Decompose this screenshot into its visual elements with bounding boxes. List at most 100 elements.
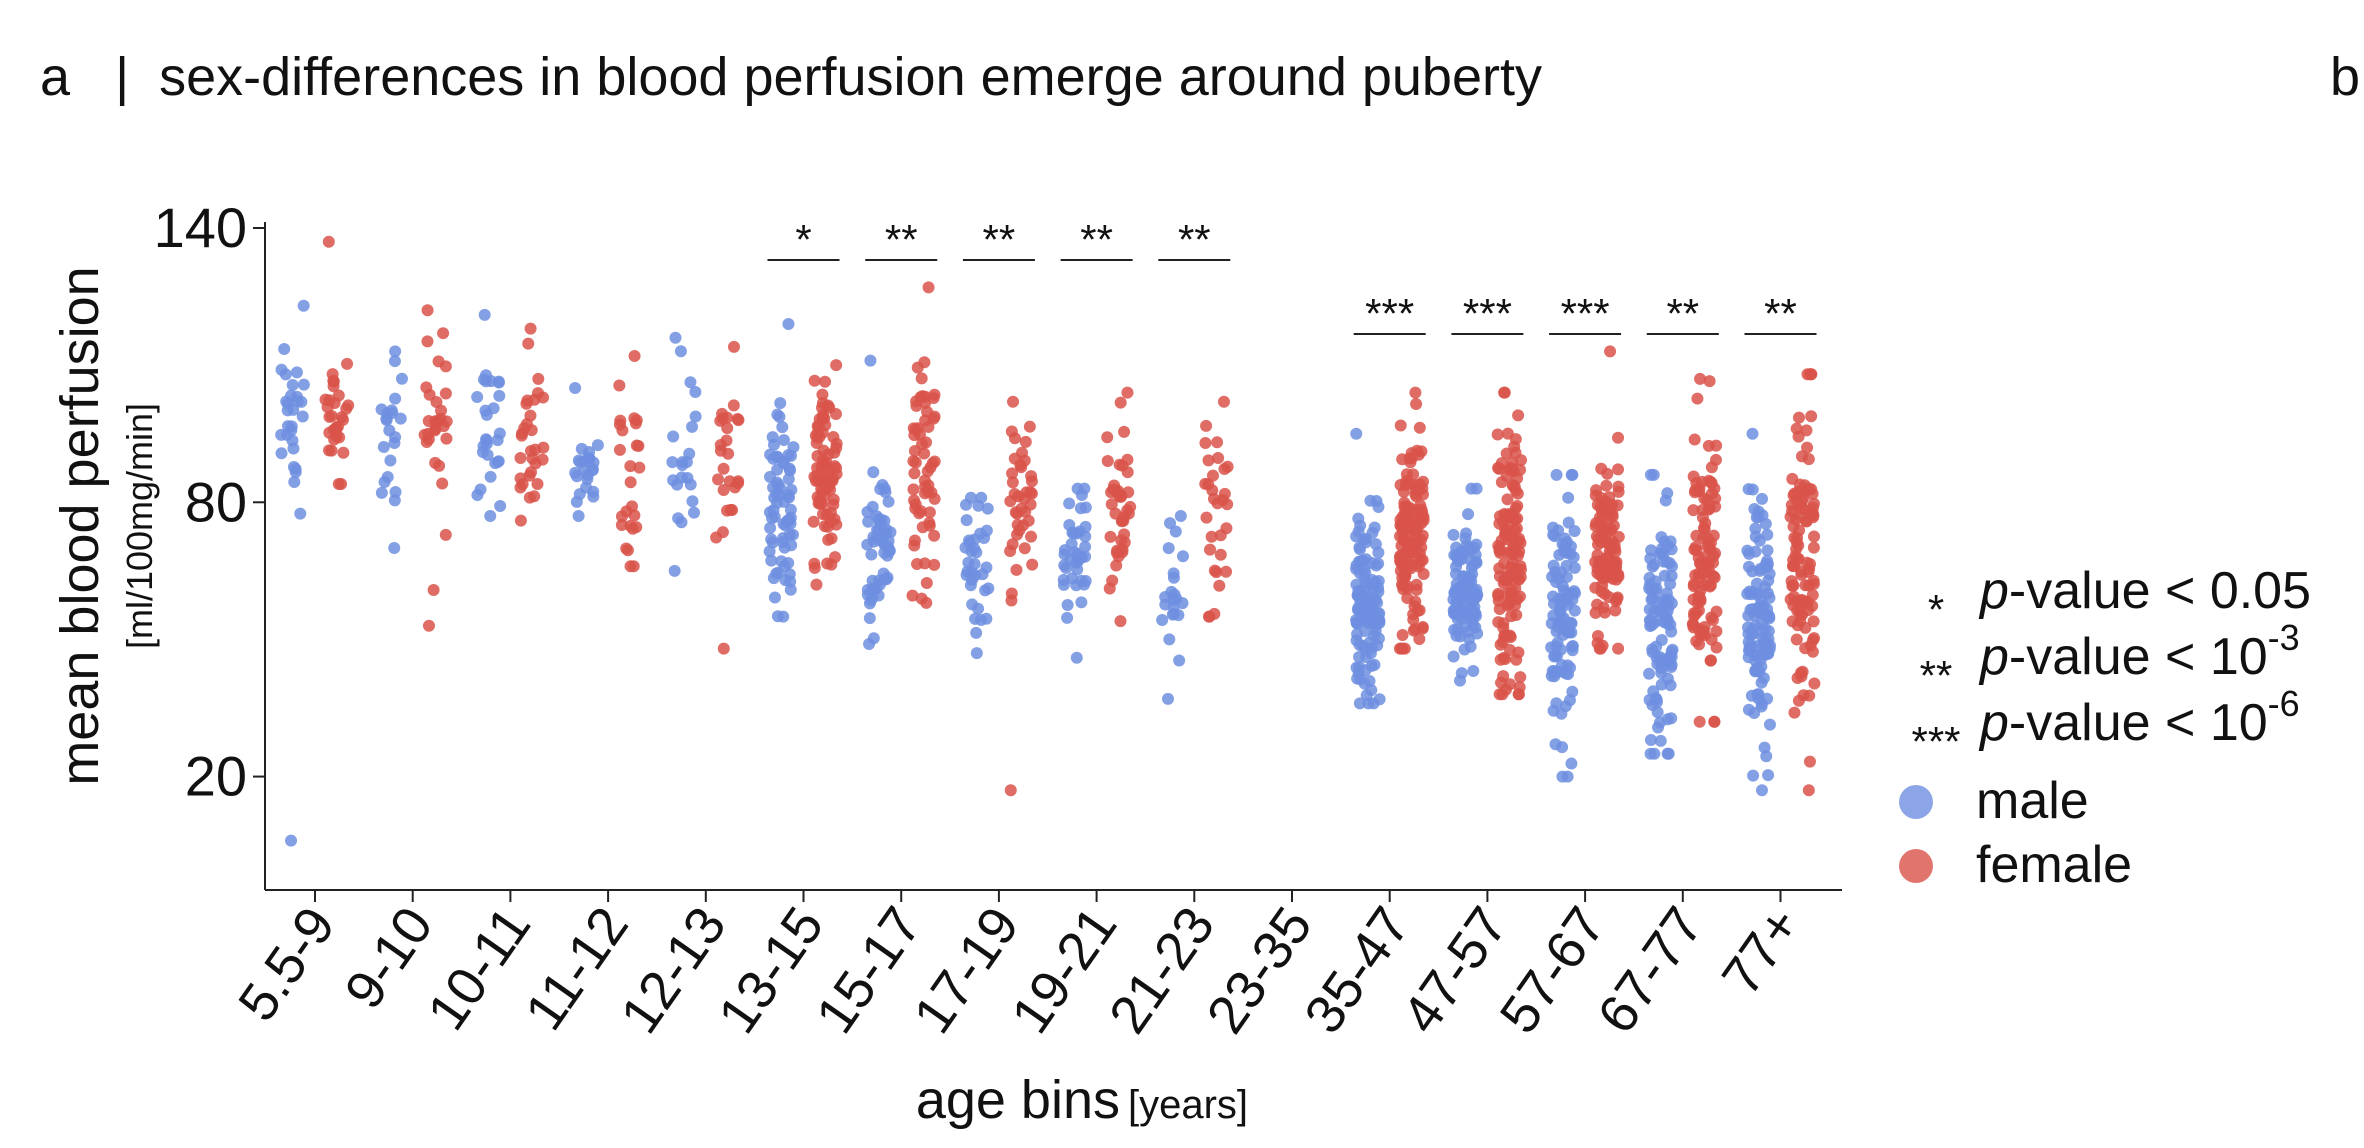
male-point bbox=[1058, 559, 1071, 572]
female-point bbox=[1014, 459, 1027, 472]
male-point bbox=[1752, 505, 1765, 518]
male-point bbox=[882, 534, 895, 547]
male-point bbox=[1079, 501, 1092, 514]
female-point bbox=[1506, 557, 1519, 570]
male-point bbox=[970, 647, 983, 660]
male-point bbox=[1562, 516, 1575, 529]
female-point bbox=[1202, 478, 1215, 491]
male-point bbox=[1761, 544, 1774, 557]
female-point bbox=[1687, 621, 1700, 634]
male-point bbox=[877, 525, 890, 538]
y-tick-label: 20 bbox=[185, 745, 247, 808]
male-point bbox=[783, 464, 796, 477]
male-point bbox=[1173, 654, 1186, 667]
male-point bbox=[1759, 517, 1772, 530]
x-tick-label: 57-67 bbox=[1489, 896, 1617, 1044]
female-point bbox=[1493, 462, 1506, 475]
female-point bbox=[1407, 468, 1420, 481]
male-point bbox=[278, 343, 291, 356]
male-point bbox=[864, 354, 877, 367]
female-point bbox=[907, 483, 920, 496]
female-point bbox=[422, 415, 435, 428]
male-point bbox=[1369, 609, 1382, 622]
female-point bbox=[1005, 587, 1018, 600]
female-point bbox=[1600, 479, 1613, 492]
y-axis-label: mean blood perfusion bbox=[50, 266, 110, 785]
female-point bbox=[437, 327, 450, 340]
female-point bbox=[1118, 425, 1131, 438]
female-point bbox=[1691, 392, 1704, 405]
female-point bbox=[1708, 715, 1721, 728]
male-point bbox=[1556, 741, 1569, 754]
female-point bbox=[1601, 525, 1614, 538]
male-point bbox=[296, 410, 309, 423]
female-point bbox=[1409, 483, 1422, 496]
female-point bbox=[1500, 587, 1513, 600]
female-point bbox=[728, 340, 741, 353]
female-point bbox=[1612, 642, 1625, 655]
male-point bbox=[1168, 607, 1181, 620]
female-point bbox=[1411, 522, 1424, 535]
female-point bbox=[1006, 538, 1019, 551]
legend-male-label: male bbox=[1976, 772, 2089, 830]
female-point bbox=[822, 448, 835, 461]
female-point bbox=[1792, 430, 1805, 443]
female-point bbox=[1604, 345, 1617, 358]
male-point bbox=[777, 434, 790, 447]
male-point bbox=[968, 542, 981, 555]
male-point bbox=[674, 345, 687, 358]
female-point bbox=[1787, 559, 1800, 572]
female-point bbox=[1792, 694, 1805, 707]
male-point bbox=[1564, 661, 1577, 674]
male-point bbox=[874, 483, 887, 496]
female-point bbox=[1495, 476, 1508, 489]
male-point bbox=[1353, 697, 1366, 710]
male-point bbox=[1550, 468, 1563, 481]
male-point bbox=[774, 397, 787, 410]
male-point bbox=[1662, 747, 1675, 760]
male-point bbox=[1075, 596, 1088, 609]
male-point bbox=[1364, 494, 1377, 507]
female-point bbox=[1698, 551, 1711, 564]
female-point bbox=[1803, 557, 1816, 570]
female-point bbox=[1203, 610, 1216, 623]
male-point bbox=[1447, 528, 1460, 541]
female-point bbox=[1019, 435, 1032, 448]
female-point bbox=[1220, 565, 1233, 578]
male-point bbox=[1359, 608, 1372, 621]
male-point bbox=[1560, 559, 1573, 572]
female-point bbox=[1114, 396, 1127, 409]
x-tick-label: 23-35 bbox=[1195, 896, 1323, 1044]
female-point bbox=[322, 235, 335, 248]
female-point bbox=[1023, 420, 1036, 433]
female-point bbox=[731, 413, 744, 426]
male-point bbox=[960, 514, 973, 527]
male-point bbox=[767, 452, 780, 465]
female-point bbox=[1103, 582, 1116, 595]
female-point bbox=[1200, 419, 1213, 432]
female-point bbox=[1687, 504, 1700, 517]
x-tick-label: 10-11 bbox=[416, 896, 542, 1040]
male-point bbox=[1756, 602, 1769, 615]
male-point bbox=[1455, 667, 1468, 680]
female-point bbox=[1790, 633, 1803, 646]
male-point bbox=[771, 566, 784, 579]
male-point bbox=[686, 495, 699, 508]
male-point bbox=[578, 464, 591, 477]
male-point bbox=[395, 372, 408, 385]
male-point bbox=[969, 569, 982, 582]
female-point bbox=[439, 528, 452, 541]
male-point bbox=[484, 510, 497, 522]
male-point bbox=[1644, 733, 1657, 746]
male-point bbox=[591, 439, 604, 452]
female-point bbox=[439, 387, 452, 400]
male-point bbox=[1057, 573, 1070, 586]
male-point bbox=[1562, 587, 1575, 600]
male-point bbox=[768, 491, 781, 504]
female-point bbox=[819, 375, 832, 388]
female-point bbox=[1806, 487, 1819, 500]
female-point bbox=[1498, 386, 1511, 399]
female-point bbox=[531, 477, 544, 490]
female-point bbox=[824, 515, 837, 528]
male-point bbox=[666, 456, 679, 469]
